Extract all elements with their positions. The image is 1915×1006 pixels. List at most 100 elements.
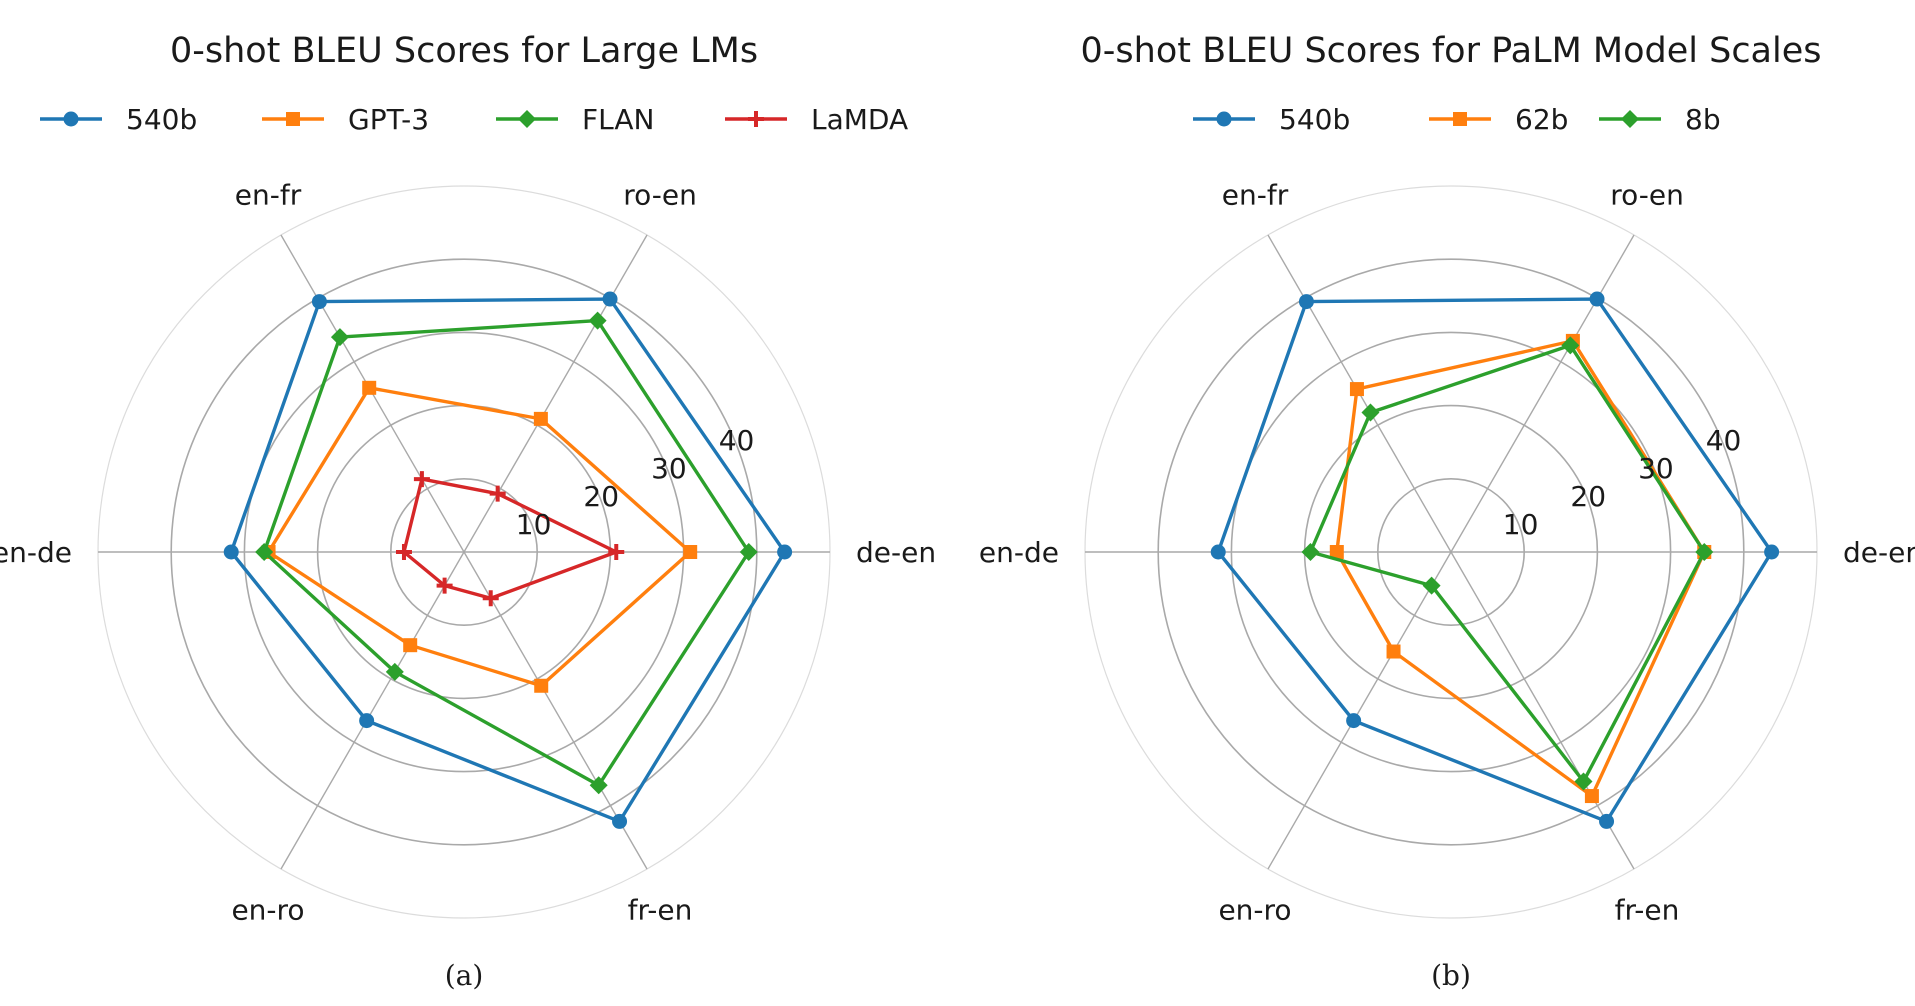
data-point-GPT-3-de-en xyxy=(683,545,698,559)
spoke-ro-en xyxy=(1450,234,1635,553)
data-point-8b-en-ro xyxy=(1422,576,1441,595)
data-point-FLAN-en-ro xyxy=(385,662,404,681)
series-line-540b xyxy=(1216,297,1774,824)
data-point-540b-ro-en xyxy=(1589,291,1605,307)
series-line-62b xyxy=(1335,339,1706,798)
legend-marker xyxy=(518,110,536,128)
series-LaMDA xyxy=(395,471,625,607)
data-point-62b-en-ro xyxy=(1386,644,1401,659)
data-point-GPT-3-en-fr xyxy=(362,380,377,395)
series-FLAN xyxy=(255,311,758,795)
data-point-LaMDA-en-ro xyxy=(436,577,453,594)
chart-caption: (b) xyxy=(1431,959,1471,992)
legend-label: 540b xyxy=(126,103,197,136)
data-point-8b-fr-en xyxy=(1574,772,1593,791)
axis-label-ro-en: ro-en xyxy=(623,179,697,212)
series-line-FLAN xyxy=(262,318,751,787)
axis-label-en-ro: en-ro xyxy=(1218,893,1291,926)
chart-caption: (a) xyxy=(445,959,484,992)
legend-marker xyxy=(1621,110,1639,128)
data-point-8b-de-en xyxy=(1695,543,1714,561)
rtick-label-10: 10 xyxy=(1503,508,1539,541)
data-point-540b-en-de xyxy=(1210,544,1226,560)
legend-entry-540b: 540b xyxy=(1193,103,1350,136)
legend-marker xyxy=(63,111,79,127)
data-point-540b-fr-en xyxy=(612,813,628,829)
data-point-540b-en-de xyxy=(223,544,239,560)
axis-label-en-fr: en-fr xyxy=(1222,179,1289,212)
data-point-540b-en-fr xyxy=(311,294,327,310)
data-point-8b-en-fr xyxy=(1361,403,1380,422)
series-540b xyxy=(223,291,793,829)
data-point-540b-de-en xyxy=(1764,544,1780,560)
data-point-62b-fr-en xyxy=(1584,789,1599,804)
series-540b xyxy=(1210,291,1780,829)
data-point-FLAN-en-fr xyxy=(330,328,349,347)
data-point-540b-en-ro xyxy=(1346,713,1362,729)
rtick-label-30: 30 xyxy=(651,452,687,485)
axis-label-de-en: de-en xyxy=(1843,536,1915,569)
data-point-540b-en-ro xyxy=(359,713,375,729)
data-point-GPT-3-en-ro xyxy=(403,638,418,653)
data-point-GPT-3-ro-en xyxy=(533,411,548,426)
legend-entry-LaMDA: LaMDA xyxy=(725,103,908,136)
legend-label: 540b xyxy=(1279,103,1350,136)
legend-entry-62b: 62b xyxy=(1429,103,1568,136)
data-point-FLAN-ro-en xyxy=(588,311,607,330)
rtick-label-10: 10 xyxy=(516,508,552,541)
legend-label: FLAN xyxy=(582,103,654,136)
data-point-LaMDA-ro-en xyxy=(489,485,506,502)
legend-marker xyxy=(1216,111,1232,127)
data-point-62b-en-fr xyxy=(1349,382,1364,397)
data-point-LaMDA-en-fr xyxy=(413,471,430,488)
data-point-GPT-3-fr-en xyxy=(534,678,549,693)
legend-marker xyxy=(1453,112,1467,126)
data-point-LaMDA-de-en xyxy=(608,544,625,560)
legend-marker xyxy=(286,112,300,126)
chart-title: 0-shot BLEU Scores for Large LMs xyxy=(170,31,758,71)
data-point-FLAN-en-de xyxy=(255,543,274,561)
data-point-FLAN-de-en xyxy=(739,543,758,561)
data-point-8b-ro-en xyxy=(1561,336,1580,355)
axis-label-fr-en: fr-en xyxy=(628,893,693,926)
series-8b xyxy=(1301,336,1714,791)
legend-entry-FLAN: FLAN xyxy=(496,103,654,136)
rtick-label-40: 40 xyxy=(719,424,755,457)
series-line-540b xyxy=(229,297,787,824)
legend-entry-8b: 8b xyxy=(1599,103,1721,136)
legend-entry-540b: 540b xyxy=(40,103,197,136)
radar-chart-1: 0-shot BLEU Scores for PaLM Model Scales… xyxy=(979,31,1915,992)
legend-label: GPT-3 xyxy=(348,103,429,136)
axis-label-de-en: de-en xyxy=(856,536,936,569)
rtick-label-40: 40 xyxy=(1706,424,1742,457)
legend-label: LaMDA xyxy=(811,103,908,136)
spoke-ro-en xyxy=(463,234,648,553)
data-point-540b-en-fr xyxy=(1298,294,1314,310)
axis-label-en-de: en-de xyxy=(0,536,72,569)
rtick-label-20: 20 xyxy=(583,480,619,513)
data-point-540b-de-en xyxy=(777,544,793,560)
rtick-label-20: 20 xyxy=(1570,480,1606,513)
series-GPT-3 xyxy=(261,380,698,693)
data-point-540b-fr-en xyxy=(1599,813,1615,829)
legend-label: 62b xyxy=(1515,103,1568,136)
data-point-62b-en-de xyxy=(1329,545,1344,559)
legend-entry-GPT-3: GPT-3 xyxy=(262,103,429,136)
legend-label: 8b xyxy=(1685,103,1721,136)
radar-chart-0: 0-shot BLEU Scores for Large LMs de-en ro-… xyxy=(0,31,936,992)
spoke-en-ro xyxy=(280,551,465,870)
axis-label-en-ro: en-ro xyxy=(231,893,304,926)
axis-label-en-de: en-de xyxy=(979,536,1059,569)
legend-marker xyxy=(748,111,764,127)
axis-label-en-fr: en-fr xyxy=(235,179,302,212)
data-point-LaMDA-en-de xyxy=(395,544,412,560)
data-point-LaMDA-fr-en xyxy=(482,590,499,607)
axis-label-ro-en: ro-en xyxy=(1610,179,1684,212)
spoke-en-ro xyxy=(1267,551,1452,870)
rtick-label-30: 30 xyxy=(1638,452,1674,485)
series-line-GPT-3 xyxy=(266,386,692,688)
data-point-540b-ro-en xyxy=(602,291,618,307)
chart-title: 0-shot BLEU Scores for PaLM Model Scales xyxy=(1081,31,1822,71)
data-point-FLAN-fr-en xyxy=(589,776,608,795)
